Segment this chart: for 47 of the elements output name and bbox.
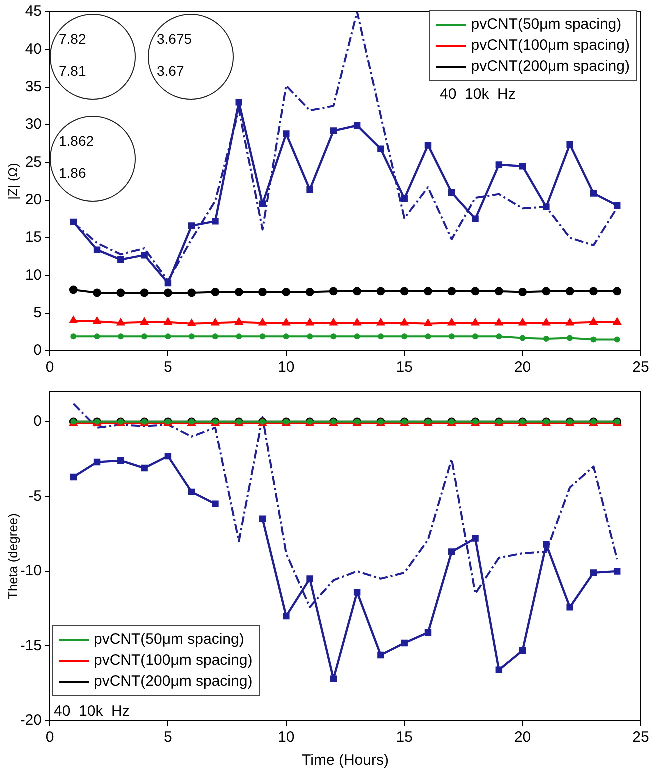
x-tick-label: 10 [278,729,295,746]
x-tick-label: 0 [46,729,54,746]
x-tick-label: 10 [278,359,295,376]
x-tick-label: 15 [396,359,413,376]
y-tick-label: 35 [25,78,42,96]
legend-label: pvCNT(200μm spacing) [471,57,630,77]
y-tick-label: 0 [34,413,42,430]
annotation: 40 10k Hz [54,703,130,720]
y-tick-label: 40 [25,40,42,58]
annotation: 3.675 [157,31,192,47]
y-tick-label: 10 [25,266,42,284]
annotation: 40 10k Hz [440,86,516,103]
y-tick-label: 15 [25,229,42,246]
annotation: 3.67 [157,63,184,79]
y-tick-label: 30 [25,116,42,134]
x-tick-label: 5 [164,359,172,376]
y-tick-label: -10 [20,562,42,580]
magnifier-circle: 1.862 1.86 [50,116,136,202]
y-tick-label: -15 [20,637,42,654]
x-tick-label: 15 [396,729,413,746]
legend-label: pvCNT(100μm spacing) [94,651,253,671]
y-tick-label: 25 [25,154,42,171]
x-tick-label: 25 [632,729,650,746]
annotation: 7.81 [59,63,86,79]
x-tick-label: 5 [164,729,172,746]
y-tick-label: -5 [28,488,42,505]
x-tick-label: 25 [632,359,650,376]
annotation: 1.862 [59,133,94,149]
magnifier-circle: 7.82 7.81 [50,14,136,100]
annotation: 1.86 [59,165,86,181]
y-tick-label: 45 [25,3,42,20]
y-axis-title: |Z| (Ω) [5,163,20,200]
y-tick-label: -20 [20,712,42,730]
legend-label: pvCNT(50μm spacing) [471,15,622,35]
legend-label: pvCNT(100μm spacing) [471,36,630,56]
magnifier-circle: 3.675 3.67 [148,14,234,100]
x-tick-label: 20 [514,359,532,376]
y-axis-title: Theta (degree) [5,514,20,600]
legend-label: pvCNT(50μm spacing) [94,630,244,650]
y-tick-label: 0 [34,342,42,360]
x-tick-label: 20 [514,729,532,746]
y-tick-label: 20 [25,191,42,208]
x-axis-title: Time (Hours) [302,752,389,770]
y-tick-label: 5 [34,304,42,322]
annotation: 7.82 [59,31,86,47]
x-tick-label: 0 [46,359,54,376]
legend-label: pvCNT(200μm spacing) [94,672,253,692]
